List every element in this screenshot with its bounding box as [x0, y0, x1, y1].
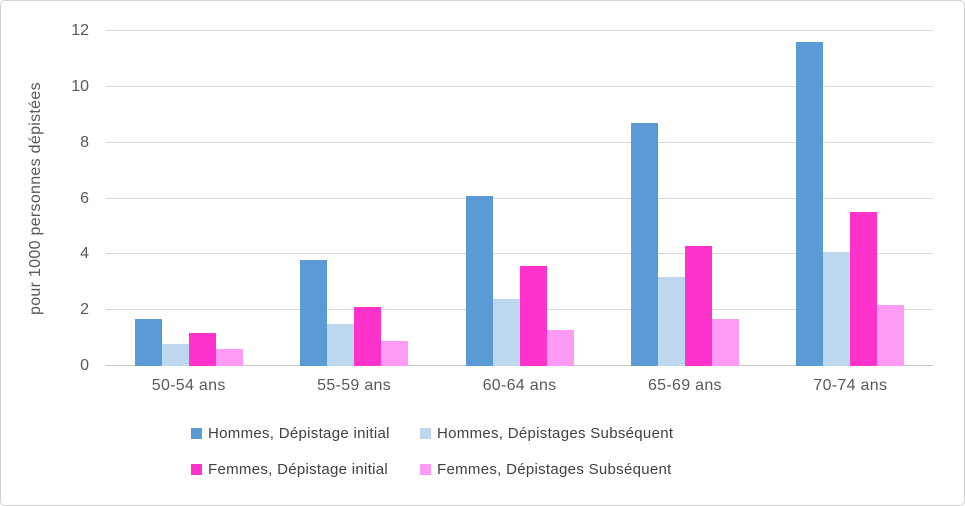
- x-category-label: 70-74 ans: [813, 377, 888, 394]
- y-tick-label: 12: [71, 22, 89, 39]
- bar-groups: [106, 31, 933, 366]
- bar: [657, 276, 685, 366]
- bar: [188, 332, 216, 366]
- bar-group-60-64-ans: [437, 31, 602, 366]
- legend-swatch-icon: [191, 428, 202, 439]
- bar: [850, 212, 878, 366]
- bar-group-50-54-ans: [106, 31, 271, 366]
- y-tick-label: 2: [80, 301, 89, 319]
- legend-label: Hommes, Dépistage initial: [208, 425, 390, 442]
- legend-swatch-icon: [420, 428, 431, 439]
- bar: [465, 195, 493, 366]
- x-category-label: 50-54 ans: [151, 377, 226, 394]
- legend-item: Femmes, Dépistage initial: [191, 461, 420, 478]
- bar: [161, 343, 189, 366]
- legend-item: Femmes, Dépistages Subséquent: [420, 461, 673, 478]
- bar: [492, 299, 520, 366]
- legend-item: Hommes, Dépistages Subséquent: [420, 425, 673, 442]
- bar: [684, 245, 712, 366]
- bar: [519, 265, 547, 366]
- bar: [711, 318, 739, 366]
- bar: [134, 318, 162, 366]
- bar-group-65-69-ans: [602, 31, 767, 366]
- bar: [823, 251, 851, 366]
- x-axis-labels: 50-54 ans 55-59 ans 60-64 ans 65-69 ans 70-7…: [106, 377, 933, 395]
- legend: Hommes, Dépistage initial Hommes, Dépista…: [191, 425, 673, 478]
- gridline: [106, 253, 933, 255]
- legend-label: Femmes, Dépistage initial: [208, 461, 389, 478]
- bar-group-55-59-ans: [271, 31, 436, 366]
- gridline: [106, 30, 933, 31]
- bar: [354, 307, 382, 366]
- gridline: [106, 197, 933, 199]
- bar: [215, 349, 243, 366]
- x-category-label: 60-64 ans: [482, 377, 557, 394]
- y-tick-label: 8: [80, 133, 89, 151]
- bar: [877, 304, 905, 366]
- bar-group-70-74-ans: [768, 31, 933, 366]
- y-tick-label: 6: [80, 189, 89, 207]
- gridline: [106, 141, 933, 143]
- bar: [796, 42, 824, 366]
- bar: [327, 324, 355, 366]
- x-category-label: 55-59 ans: [317, 377, 392, 394]
- y-tick-label: 0: [80, 357, 89, 374]
- y-tick-label: 10: [71, 77, 89, 95]
- x-category-label: 65-69 ans: [647, 377, 722, 394]
- legend-item: Hommes, Dépistage initial: [191, 425, 420, 442]
- legend-swatch-icon: [420, 464, 431, 475]
- bar: [381, 340, 409, 366]
- legend-swatch-icon: [191, 464, 202, 475]
- bar: [300, 259, 328, 366]
- gridline: [106, 85, 933, 87]
- bar: [546, 329, 574, 366]
- bar: [630, 123, 658, 366]
- y-tick-label: 4: [80, 245, 89, 263]
- legend-label: Femmes, Dépistages Subséquent: [437, 461, 672, 478]
- plot-area: [106, 30, 933, 366]
- legend-label: Hommes, Dépistages Subséquent: [437, 425, 674, 442]
